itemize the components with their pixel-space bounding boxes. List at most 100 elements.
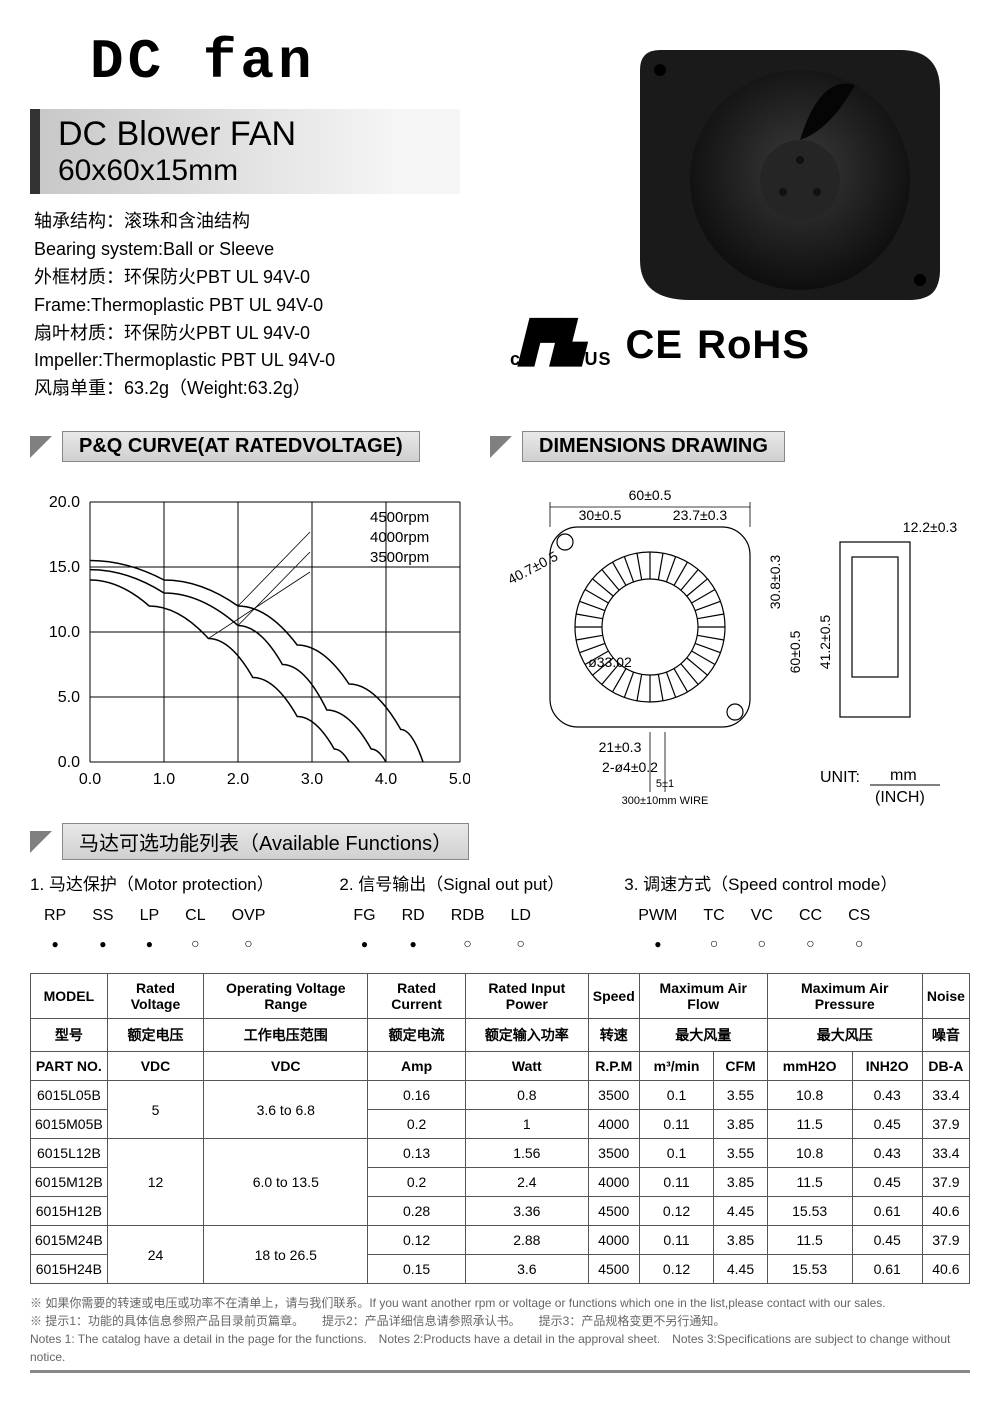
svg-text:2.0: 2.0: [227, 771, 249, 788]
footer-line2: ※ 提示1：功能的具体信息参照产品目录前页篇章。 提示2：产品详细信息请参照承认…: [30, 1312, 970, 1330]
func-col: TC: [691, 903, 736, 929]
spec-cell: 4000: [588, 1168, 639, 1197]
ul-suffix: US: [585, 349, 612, 369]
spec-cell: 10.8: [767, 1139, 852, 1168]
section-dim-title: DIMENSIONS DRAWING: [522, 431, 785, 462]
spec-cell: 3.85: [714, 1110, 767, 1139]
unit-inch: (INCH): [875, 789, 925, 806]
func-col: RD: [390, 903, 437, 929]
spec-cell: 0.61: [852, 1197, 922, 1226]
part-no: 6015M24B: [31, 1226, 108, 1255]
spec-cell: 0.2: [368, 1168, 466, 1197]
spec-cell: 0.61: [852, 1255, 922, 1284]
svg-text:5.0: 5.0: [58, 689, 80, 706]
svg-text:10.0: 10.0: [49, 624, 80, 641]
func-dot: [220, 931, 278, 957]
voltage-range: 3.6 to 6.8: [204, 1081, 368, 1139]
func-col: LP: [128, 903, 172, 929]
spec-cell: 4.45: [714, 1197, 767, 1226]
product-title-block: DC Blower FAN 60x60x15mm: [30, 109, 460, 194]
spec-cell: 11.5: [767, 1110, 852, 1139]
part-no: 6015H24B: [31, 1255, 108, 1284]
spec-cell: 0.11: [639, 1226, 714, 1255]
spec-cell: 0.45: [852, 1226, 922, 1255]
spec-cell: 2.4: [465, 1168, 588, 1197]
spec-cell: 3500: [588, 1081, 639, 1110]
func-col: CC: [787, 903, 834, 929]
spec-cell: 0.11: [639, 1168, 714, 1197]
spec-cell: 3.85: [714, 1168, 767, 1197]
rated-voltage: 12: [107, 1139, 204, 1226]
part-no: 6015M12B: [31, 1168, 108, 1197]
part-no: 6015L12B: [31, 1139, 108, 1168]
func-col: SS: [80, 903, 125, 929]
func-dot: [691, 931, 736, 957]
spec-cell: 0.2: [368, 1110, 466, 1139]
spec-cell: 1: [465, 1110, 588, 1139]
spec-cell: 3.85: [714, 1226, 767, 1255]
spec-cell: 2.88: [465, 1226, 588, 1255]
spec-line: 扇叶材质：环保防火PBT UL 94V-0: [34, 320, 970, 348]
voltage-range: 18 to 26.5: [204, 1226, 368, 1284]
spec-cell: 0.12: [639, 1197, 714, 1226]
func-group3: 3. 调速方式（Speed control mode）PWMTCVCCCCS: [624, 870, 897, 959]
svg-text:4.0: 4.0: [375, 771, 397, 788]
spec-cell: 0.12: [368, 1226, 466, 1255]
dim-237: 23.7±0.3: [673, 507, 728, 523]
spec-line: 风扇单重：63.2g（Weight:63.2g）: [34, 375, 970, 403]
dim-wire: 300±10mm WIRE: [622, 795, 709, 807]
svg-text:4000rpm: 4000rpm: [370, 529, 429, 546]
func-title: 3. 调速方式（Speed control mode）: [624, 870, 897, 895]
spec-cell: 11.5: [767, 1168, 852, 1197]
spec-cell: 0.45: [852, 1168, 922, 1197]
spec-cell: 0.11: [639, 1110, 714, 1139]
footer-line3: Notes 1: The catalog have a detail in th…: [30, 1330, 970, 1366]
dim-21: 21±0.3: [599, 739, 642, 755]
svg-text:5.0: 5.0: [449, 771, 470, 788]
spec-line: Impeller:Thermoplastic PBT UL 94V-0: [34, 347, 970, 375]
section-func-title: 马达可选功能列表（Available Functions）: [62, 823, 469, 860]
spec-cell: 15.53: [767, 1255, 852, 1284]
func-col: RP: [32, 903, 78, 929]
dim-30: 30±0.5: [579, 507, 622, 523]
spec-cell: 3.36: [465, 1197, 588, 1226]
section-pq-title: P&Q CURVE(AT RATEDVOLTAGE): [62, 431, 420, 462]
spec-cell: 0.16: [368, 1081, 466, 1110]
ul-prefix: c: [510, 349, 521, 369]
part-no: 6015M05B: [31, 1110, 108, 1139]
spec-cell: 40.6: [922, 1197, 969, 1226]
func-dot: [439, 931, 497, 957]
spec-cell: 3500: [588, 1139, 639, 1168]
spec-cell: 0.13: [368, 1139, 466, 1168]
func-col: CS: [836, 903, 882, 929]
spec-cell: 1.56: [465, 1139, 588, 1168]
spec-cell: 0.15: [368, 1255, 466, 1284]
spec-cell: 37.9: [922, 1110, 969, 1139]
spec-cell: 0.1: [639, 1139, 714, 1168]
spec-cell: 33.4: [922, 1139, 969, 1168]
svg-text:20.0: 20.0: [49, 494, 80, 511]
svg-text:0.0: 0.0: [79, 771, 101, 788]
spec-table: MODELRated VoltageOperating Voltage Rang…: [30, 973, 970, 1284]
spec-cell: 4.45: [714, 1255, 767, 1284]
spec-cell: 3.6: [465, 1255, 588, 1284]
svg-text:1.0: 1.0: [153, 771, 175, 788]
certification-badges: c▛▙US CE RoHS: [510, 320, 810, 370]
spec-cell: 4500: [588, 1197, 639, 1226]
svg-text:3500rpm: 3500rpm: [370, 549, 429, 566]
func-title: 2. 信号输出（Signal out put）: [339, 870, 564, 895]
spec-cell: 0.12: [639, 1255, 714, 1284]
rated-voltage: 5: [107, 1081, 204, 1139]
spec-cell: 0.8: [465, 1081, 588, 1110]
spec-cell: 40.6: [922, 1255, 969, 1284]
func-dot: [787, 931, 834, 957]
dim-60v: 60±0.5: [787, 631, 803, 674]
func-dot: [499, 931, 543, 957]
spec-cell: 37.9: [922, 1226, 969, 1255]
spec-cell: 3.55: [714, 1139, 767, 1168]
rated-voltage: 24: [107, 1226, 204, 1284]
func-dot: [739, 931, 785, 957]
spec-cell: 0.43: [852, 1139, 922, 1168]
unit-mm: mm: [890, 767, 917, 784]
dim-412: 41.2±0.5: [817, 615, 833, 670]
